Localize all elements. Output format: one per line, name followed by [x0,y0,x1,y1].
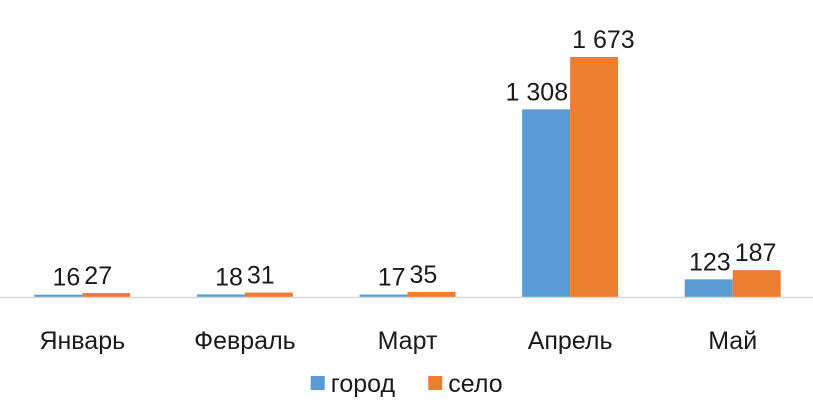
bar-series1-1 [196,294,245,297]
category-label-0: Январь [39,327,125,355]
data-label-series1-0: 16 [52,264,80,292]
category-label-1: Февраль [194,327,296,355]
legend-label-1: город [331,370,396,398]
data-label-series1-3: 1 308 [506,78,569,106]
bar-series2-2 [407,291,456,297]
bar-series2-3 [570,57,619,297]
bar-series1-4 [684,279,733,297]
data-label-series2-1: 31 [247,262,275,290]
category-labels-layer: Январь Февраль Март Апрель Май [39,327,757,355]
legend-swatch-1 [310,376,325,390]
bars-layer [34,57,781,298]
bar-series1-0 [34,294,83,297]
bar-series1-3 [522,109,571,298]
data-label-series1-2: 17 [378,264,406,292]
bar-series2-1 [244,292,293,297]
data-label-series2-2: 35 [410,261,438,289]
data-label-series2-0: 27 [84,262,112,290]
legend: город село [310,370,503,398]
data-label-series1-1: 18 [215,263,243,291]
category-label-2: Март [378,327,438,355]
bar-series2-0 [82,293,131,297]
legend-swatch-2 [428,376,443,390]
legend-label-2: село [448,370,502,398]
category-label-4: Май [708,327,757,355]
data-label-series2-3: 1 673 [572,26,635,54]
category-label-3: Апрель [528,327,613,355]
bar-series1-2 [359,294,408,297]
data-label-series1-4: 123 [689,248,731,276]
data-label-series2-4: 187 [735,239,777,267]
bar-series2-4 [732,270,781,297]
